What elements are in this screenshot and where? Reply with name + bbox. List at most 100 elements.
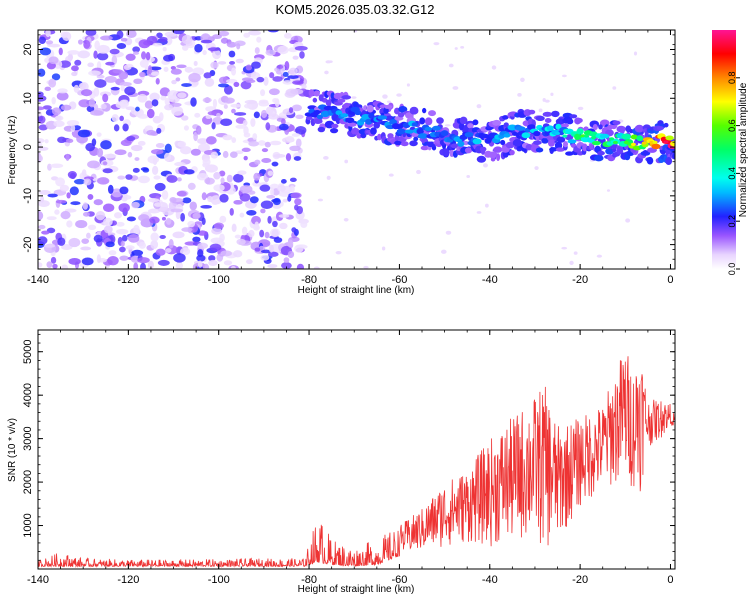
spectrogram-cell	[472, 119, 479, 126]
spectrogram-cell	[38, 262, 43, 268]
spectrogram-cell	[100, 140, 112, 150]
spectrogram-cell	[69, 186, 79, 196]
spectrogram-cell	[175, 262, 183, 269]
spectrogram-cell	[200, 39, 213, 44]
spectrogram-cell	[121, 196, 128, 202]
spectrogram-cell	[66, 192, 71, 199]
spectrogram-cell	[81, 169, 87, 177]
spectrogram-cell	[445, 230, 452, 235]
spectrogram-cell	[220, 250, 232, 257]
spectrogram-cell	[83, 178, 92, 186]
spectrogram-cell	[573, 251, 578, 255]
spectrogram-cell	[294, 244, 304, 253]
spectrogram-cell	[88, 98, 95, 108]
spectrogram-cell	[162, 46, 167, 52]
spectrogram-cell	[354, 110, 362, 116]
spectrogram-cell	[521, 132, 531, 139]
spectrogram-cell	[223, 104, 228, 109]
spectrogram-cell	[254, 247, 261, 252]
spectrogram-cell	[440, 130, 449, 137]
y-tick-label: 20	[22, 43, 34, 55]
spectrogram-cell	[308, 89, 315, 97]
spectrogram-cell	[409, 106, 419, 115]
spectrogram-cell	[224, 97, 235, 104]
spectrogram-cell	[285, 153, 292, 162]
y-tick-label: -10	[22, 188, 34, 204]
spectrogram-cell	[147, 260, 154, 269]
spectrogram-frame	[37, 29, 676, 270]
spectrogram-cell	[181, 83, 192, 87]
spectrogram-cell	[47, 163, 52, 171]
spectrogram-cell	[397, 112, 405, 118]
spectrogram-cell	[263, 76, 269, 86]
spectrogram-cell	[394, 140, 403, 146]
spectrogram-cell	[51, 73, 61, 81]
spectrogram-cell	[217, 83, 230, 88]
spectrogram-cell	[672, 152, 675, 160]
spectrogram-cell	[114, 149, 127, 156]
spectrogram-cell	[502, 115, 509, 120]
spectrogram-cell	[83, 39, 91, 49]
spectrogram-cell	[612, 86, 617, 90]
y-tick-label: 3000	[22, 426, 34, 450]
spectrogram-cell	[295, 114, 304, 120]
spectrogram-cell	[138, 214, 150, 222]
spectrogram-cell	[287, 239, 294, 248]
spectrogram-cell	[293, 156, 302, 161]
spectrogram-cell	[567, 139, 577, 144]
spectrogram-cell	[268, 113, 279, 120]
spectrogram-cell	[582, 143, 588, 152]
spectrogram-cell	[245, 79, 256, 84]
spectrogram-cell	[544, 118, 552, 123]
spectrogram-cell	[259, 229, 265, 238]
spectrogram-cell	[467, 123, 474, 129]
spectrogram-cell	[270, 187, 275, 197]
y-tick-label: 4000	[22, 383, 34, 407]
spectrogram-cell	[239, 193, 251, 202]
spectrogram-cell	[561, 246, 568, 250]
spectrogram-cell	[236, 238, 246, 246]
spectrogram-cell	[267, 215, 272, 224]
spectrogram-cell	[565, 151, 574, 156]
spectrogram-cell	[164, 152, 172, 162]
spectrogram-cell	[409, 140, 418, 147]
spectrogram-cell	[325, 60, 332, 64]
spectrogram-cell	[566, 118, 574, 125]
spectrogram-cell	[180, 247, 191, 256]
spectrogram-cell	[251, 61, 261, 69]
spectrogram-cell	[180, 146, 192, 155]
spectrogram-cell	[341, 95, 352, 100]
x-tick-label: -60	[391, 274, 407, 286]
spectrogram-cell	[167, 90, 180, 100]
spectrogram-cell	[433, 42, 440, 46]
spectrogram-cell	[454, 47, 458, 50]
spectrogram-cell	[151, 165, 159, 176]
spectrogram-cell	[396, 128, 406, 135]
spectrogram-cell	[291, 133, 301, 137]
spectrogram-cell	[193, 131, 198, 142]
spectrogram-cell	[213, 222, 225, 230]
spectrogram-cell	[57, 88, 68, 94]
spectrogram-cell	[535, 147, 544, 153]
spectrogram-cell	[316, 114, 324, 120]
spectrogram-cell	[207, 111, 218, 116]
spectrogram-cell	[184, 66, 194, 73]
spectrogram-cell	[60, 210, 71, 220]
spectrogram-cell	[213, 172, 221, 180]
spectrogram-cell	[340, 113, 349, 118]
spectrogram-cell	[93, 199, 103, 206]
spectrogram-cell	[279, 222, 288, 230]
spectrogram-cell	[244, 103, 253, 109]
spectrogram-cell	[368, 112, 375, 119]
spectrogram-cell	[458, 122, 465, 131]
spectrogram-cell	[574, 133, 581, 141]
spectrogram-cell	[291, 227, 297, 233]
spectrogram-cell	[122, 123, 129, 132]
spectrogram-cell	[170, 208, 183, 213]
spectrogram-cell	[219, 233, 225, 242]
spectrogram-cell	[272, 220, 278, 228]
spectrogram-cell	[44, 86, 51, 92]
spectrogram-cell	[424, 126, 433, 132]
x-tick-label: -20	[572, 274, 588, 286]
